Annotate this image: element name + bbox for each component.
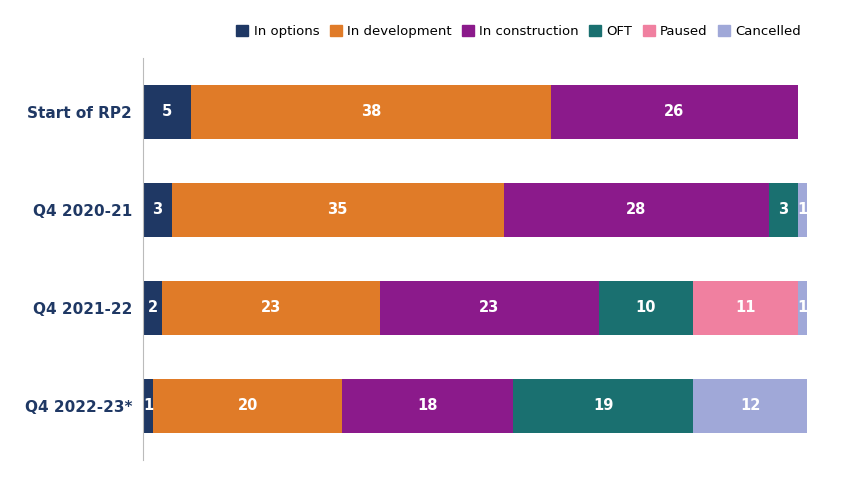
Text: 1: 1 bbox=[797, 301, 808, 316]
Text: 38: 38 bbox=[361, 105, 381, 120]
Bar bbox=[693, 379, 807, 433]
Text: 26: 26 bbox=[664, 105, 685, 120]
Bar bbox=[513, 379, 693, 433]
Text: 1: 1 bbox=[797, 202, 808, 217]
Bar bbox=[342, 379, 513, 433]
Bar bbox=[769, 183, 797, 237]
Text: 2: 2 bbox=[148, 301, 158, 316]
Bar bbox=[153, 379, 342, 433]
Text: 3: 3 bbox=[778, 202, 788, 217]
Bar bbox=[797, 183, 808, 237]
Bar bbox=[191, 85, 551, 139]
Bar bbox=[503, 183, 769, 237]
Text: 12: 12 bbox=[740, 398, 760, 413]
Text: 1: 1 bbox=[143, 398, 153, 413]
Text: 28: 28 bbox=[626, 202, 647, 217]
Bar bbox=[143, 281, 162, 335]
Text: 23: 23 bbox=[261, 301, 282, 316]
Bar bbox=[143, 183, 172, 237]
Legend: In options, In development, In construction, OFT, Paused, Cancelled: In options, In development, In construct… bbox=[231, 20, 807, 44]
Text: 5: 5 bbox=[162, 105, 172, 120]
Bar bbox=[172, 183, 504, 237]
Text: 23: 23 bbox=[480, 301, 500, 316]
Text: 3: 3 bbox=[153, 202, 163, 217]
Text: 35: 35 bbox=[328, 202, 348, 217]
Bar bbox=[380, 281, 599, 335]
Bar bbox=[143, 85, 191, 139]
Bar bbox=[599, 281, 693, 335]
Bar bbox=[162, 281, 380, 335]
Text: 20: 20 bbox=[238, 398, 258, 413]
Text: 11: 11 bbox=[735, 301, 756, 316]
Text: 10: 10 bbox=[636, 301, 656, 316]
Bar bbox=[143, 379, 153, 433]
Bar bbox=[551, 85, 797, 139]
Bar bbox=[693, 281, 797, 335]
Text: 19: 19 bbox=[593, 398, 614, 413]
Bar bbox=[797, 281, 808, 335]
Text: 18: 18 bbox=[417, 398, 438, 413]
